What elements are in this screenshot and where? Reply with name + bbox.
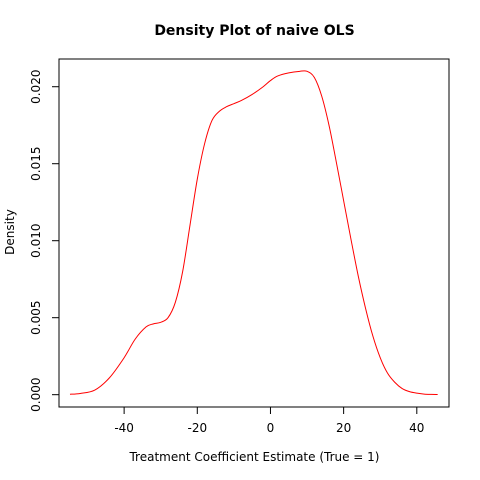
y-axis: 0.000 0.005 0.010 0.015 0.020 [29,70,60,412]
y-axis-label: Density [3,209,17,255]
plot-box [58,58,450,408]
chart-title: Density Plot of naive OLS [154,23,354,39]
x-tick-label: -40 [114,421,134,435]
series-layer [69,70,438,396]
density-line [69,70,438,396]
x-tick-label: -20 [187,421,207,435]
x-tick-label: 40 [409,421,424,435]
x-axis-label: Treatment Coefficient Estimate (True = 1… [128,450,379,464]
x-tick-label: 0 [267,421,275,435]
x-tick-label: 20 [336,421,351,435]
y-tick-label: 0.000 [29,378,43,412]
plot-area: -40 -20 0 20 40 0.000 0.005 0.010 0.015 0.020 [29,58,450,435]
y-tick-label: 0.020 [29,70,43,104]
y-tick-label: 0.005 [29,301,43,335]
x-axis: -40 -20 0 20 40 [114,406,424,435]
y-tick-label: 0.015 [29,147,43,181]
y-tick-label: 0.010 [29,224,43,258]
